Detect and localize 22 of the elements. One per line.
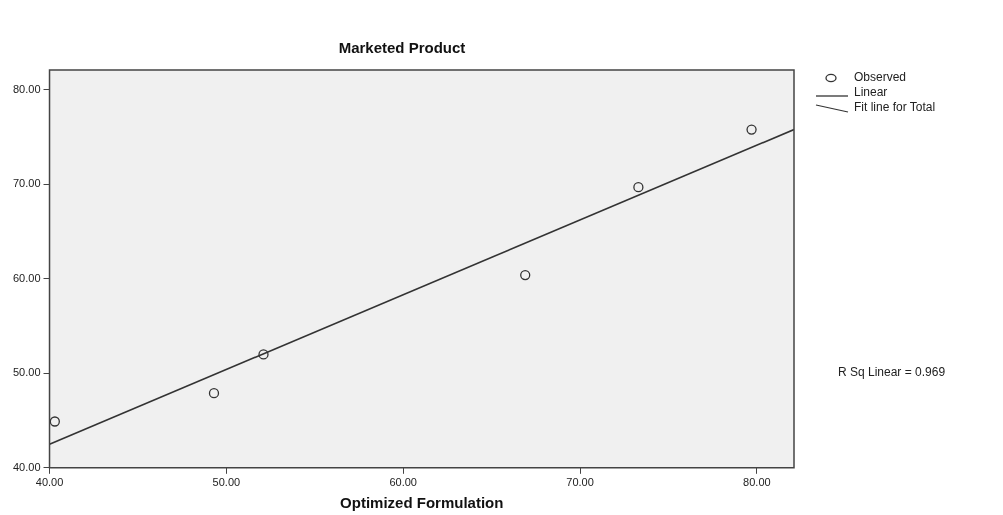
y-tick-label: 40.00 [13, 460, 41, 473]
x-tick-label: 80.00 [743, 476, 771, 489]
point [208, 388, 220, 399]
y-tick-label: 80.00 [13, 82, 41, 95]
point [258, 349, 269, 360]
text: R Sq Linear = 0.969 [838, 364, 946, 379]
y-tick-label: 50.00 [13, 366, 41, 379]
x-tick-label: 60.00 [389, 476, 417, 489]
text: Fit line for Total [854, 100, 936, 115]
legend-label: Linear [854, 85, 888, 100]
point [746, 124, 757, 135]
point [633, 182, 644, 193]
x-axis-title: Optimized Formulation [340, 494, 504, 512]
y-tick-label: 70.00 [13, 177, 41, 190]
point [520, 269, 531, 281]
y-tick-label: 60.00 [13, 271, 41, 284]
legend-label: Observed [854, 70, 907, 85]
x-tick-label: 40.00 [35, 476, 64, 489]
chart-title: Marketed Product [338, 39, 466, 57]
x-tick-label: 50.00 [212, 476, 241, 489]
x-tick-label: 70.00 [566, 476, 594, 489]
point [49, 416, 60, 427]
